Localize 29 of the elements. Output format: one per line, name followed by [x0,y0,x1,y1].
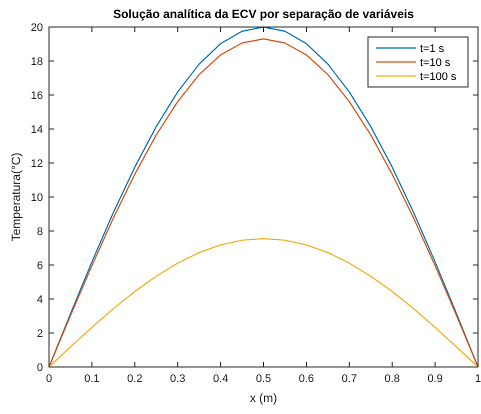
y-tick-label: 6 [36,260,43,272]
x-tick-label: 0.5 [256,373,272,385]
y-tick-label: 20 [30,22,43,34]
line-series [48,238,479,368]
y-tick-label: 16 [30,90,43,102]
y-tick-label: 10 [30,192,43,204]
x-tick-label: 0.1 [84,373,100,385]
x-tick-label: 0.6 [298,373,314,385]
y-tick-label: 18 [30,56,43,68]
x-tick-label: 0.2 [127,373,142,385]
y-axis-title: Temperatura(°C) [9,152,23,242]
legend-label: t=10 s [420,57,451,69]
y-tick-label: 14 [30,124,43,136]
x-tick-label: 0.9 [427,373,443,385]
y-tick-label: 8 [36,226,43,238]
y-tick-label: 4 [36,294,43,306]
chart-title: Solução analítica da ECV por separação de variáveis [113,7,414,21]
x-tick-label: 0.4 [212,373,228,385]
x-tick-label: 0.8 [384,373,400,385]
x-tick-label: 0 [46,373,52,385]
y-tick-label: 0 [36,362,43,374]
x-tick-label: 0.7 [342,373,357,385]
x-axis-title: x (m) [250,391,278,405]
legend-label: t=1 s [420,43,445,55]
y-tick-label: 2 [36,328,43,340]
y-tick-label: 12 [30,158,43,170]
legend-label: t=100 s [420,71,457,83]
x-tick-label: 0.3 [170,373,186,385]
x-tick-label: 1 [474,373,481,385]
